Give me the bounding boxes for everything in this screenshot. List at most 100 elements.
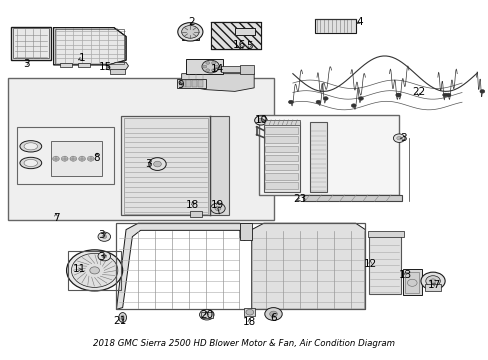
Circle shape: [98, 252, 110, 261]
Circle shape: [429, 279, 435, 283]
Bar: [265, 145, 298, 152]
Bar: [302, 195, 401, 201]
Circle shape: [71, 253, 118, 287]
Ellipse shape: [20, 141, 41, 152]
Circle shape: [395, 93, 400, 97]
Bar: [110, 69, 124, 74]
Circle shape: [98, 232, 110, 241]
Bar: [186, 59, 223, 74]
Bar: [265, 164, 298, 170]
Bar: [198, 80, 203, 87]
Circle shape: [70, 156, 77, 161]
Text: 8: 8: [94, 153, 100, 163]
Circle shape: [214, 65, 218, 68]
Text: 17: 17: [427, 280, 440, 289]
Circle shape: [269, 311, 277, 317]
Circle shape: [178, 23, 203, 41]
Bar: [265, 173, 298, 180]
Circle shape: [479, 90, 484, 93]
Polygon shape: [251, 223, 365, 309]
Bar: [265, 136, 298, 143]
Text: 22: 22: [411, 87, 424, 97]
Bar: [314, 19, 355, 33]
Bar: [265, 127, 298, 134]
Circle shape: [288, 100, 293, 104]
Text: 7: 7: [53, 213, 59, 223]
Circle shape: [102, 235, 106, 238]
Text: 16: 16: [233, 40, 246, 50]
Bar: [189, 211, 202, 217]
Circle shape: [395, 93, 400, 97]
Bar: [180, 80, 185, 87]
Text: 3: 3: [99, 230, 105, 240]
Text: 15: 15: [99, 62, 112, 72]
Circle shape: [407, 279, 416, 286]
Bar: [210, 22, 261, 49]
Bar: [239, 65, 254, 74]
Circle shape: [203, 65, 206, 68]
Circle shape: [254, 116, 266, 125]
Text: 3: 3: [99, 252, 105, 262]
Bar: [221, 66, 243, 72]
Text: 21: 21: [113, 316, 126, 326]
Circle shape: [442, 93, 447, 97]
Bar: [265, 155, 298, 161]
Circle shape: [393, 134, 404, 143]
Polygon shape: [116, 223, 249, 309]
Text: 14: 14: [210, 64, 223, 75]
Text: 20: 20: [200, 310, 213, 320]
Circle shape: [425, 276, 439, 286]
Circle shape: [79, 156, 85, 161]
Text: 3: 3: [23, 59, 30, 69]
Circle shape: [61, 156, 68, 161]
Text: 23: 23: [292, 194, 305, 204]
Circle shape: [323, 97, 327, 100]
Bar: [264, 122, 300, 192]
Polygon shape: [181, 74, 254, 91]
Bar: [17, 127, 114, 184]
Bar: [8, 78, 273, 220]
Circle shape: [211, 69, 215, 72]
Ellipse shape: [24, 159, 38, 167]
Text: 11: 11: [72, 264, 85, 274]
Bar: [121, 116, 210, 215]
Bar: [309, 122, 326, 192]
Bar: [201, 312, 212, 318]
Bar: [186, 80, 191, 87]
Bar: [60, 63, 72, 67]
Circle shape: [211, 62, 215, 64]
Text: 9: 9: [177, 80, 183, 90]
Circle shape: [445, 93, 450, 97]
Text: 18: 18: [186, 200, 199, 210]
Circle shape: [350, 104, 355, 107]
Bar: [11, 27, 51, 60]
Ellipse shape: [119, 312, 126, 323]
Text: 2018 GMC Sierra 2500 HD Blower Motor & Fan, Air Condition Diagram: 2018 GMC Sierra 2500 HD Blower Motor & F…: [93, 338, 395, 347]
Text: 3: 3: [145, 159, 152, 169]
Bar: [177, 79, 205, 88]
Ellipse shape: [121, 315, 124, 320]
Bar: [55, 29, 124, 64]
Bar: [239, 223, 251, 240]
Circle shape: [205, 69, 209, 72]
Polygon shape: [106, 62, 128, 71]
Circle shape: [420, 272, 444, 290]
Bar: [51, 141, 102, 176]
Circle shape: [202, 60, 219, 73]
Text: 12: 12: [363, 259, 376, 269]
Circle shape: [215, 206, 221, 211]
Bar: [78, 63, 90, 67]
Bar: [424, 284, 440, 291]
Polygon shape: [53, 28, 126, 65]
Bar: [209, 116, 228, 215]
Circle shape: [264, 307, 282, 320]
Bar: [259, 115, 398, 195]
Bar: [13, 28, 49, 58]
Ellipse shape: [24, 143, 38, 150]
Text: 19: 19: [211, 200, 224, 210]
Bar: [405, 272, 418, 293]
Circle shape: [210, 203, 224, 214]
Bar: [234, 28, 255, 35]
Circle shape: [53, 156, 59, 161]
Circle shape: [66, 250, 122, 291]
